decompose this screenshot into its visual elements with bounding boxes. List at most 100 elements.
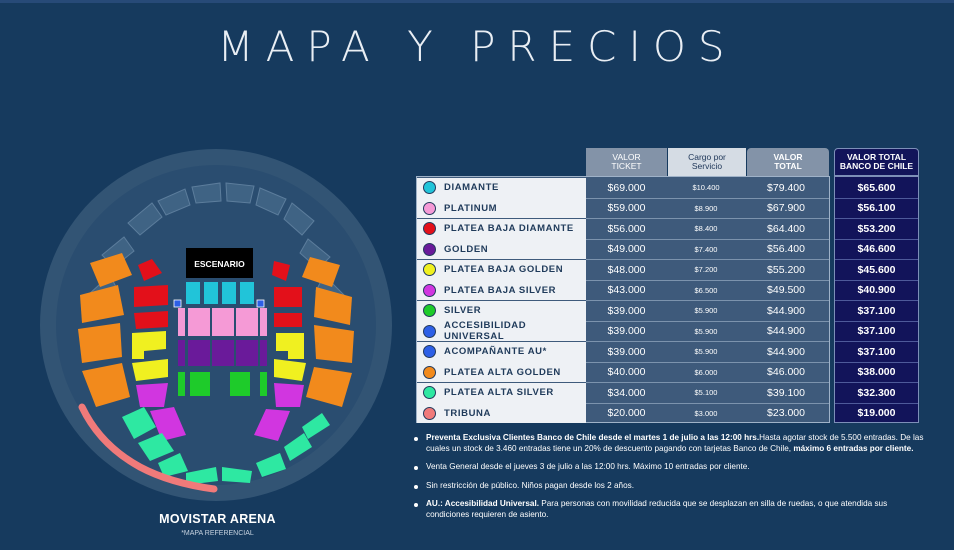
zone-platea-baja-silver[interactable] — [136, 383, 304, 441]
zone-color-dot — [423, 406, 436, 420]
row-separator — [586, 300, 829, 301]
header-banco-chile: VALOR TOTAL BANCO DE CHILE — [834, 148, 919, 176]
header-bch-line2: BANCO DE CHILE — [839, 161, 914, 171]
total-price: $39.100 — [767, 386, 805, 399]
bch-separator — [835, 197, 918, 199]
bch-separator — [835, 238, 918, 240]
zone-name-cell: PLATEA ALTA GOLDEN — [417, 362, 586, 382]
total-price: $55.200 — [767, 263, 805, 276]
zone-name: PLATEA ALTA SILVER — [444, 387, 554, 398]
service-fee: $8.900 — [694, 203, 718, 213]
bch-price: $19.000 — [857, 407, 896, 419]
note-preventa-text: Hasta agotar stock de 5.500 entradas. De… — [426, 433, 924, 453]
bch-separator — [835, 300, 918, 301]
zone-accesibilidad[interactable] — [173, 299, 265, 308]
table-row-golden: GOLDEN $49.000 $7.400 $56.400 — [417, 239, 829, 259]
zone-platea-alta-golden[interactable] — [78, 253, 354, 407]
ticket-price: $49.000 — [607, 243, 646, 255]
bch-separator — [835, 361, 918, 363]
service-fee: $8.400 — [694, 224, 718, 233]
zone-name: PLATEA BAJA SILVER — [444, 284, 557, 296]
service-fee: $6.000 — [694, 367, 718, 377]
zone-color-dot — [423, 242, 436, 256]
note-venta-general: Venta General desde el jueves 3 de julio… — [412, 462, 932, 473]
bch-price: $65.600 — [857, 181, 896, 194]
bch-price: $45.600 — [857, 263, 896, 276]
row-separator — [586, 218, 829, 219]
zone-silver[interactable] — [178, 372, 267, 396]
table-row-platea-alta-silver: PLATEA ALTA SILVER $34.000 $5.100 $39.10… — [417, 382, 829, 403]
ticket-price: $34.000 — [607, 386, 646, 399]
total-price: $44.900 — [767, 325, 805, 337]
zone-name: PLATEA BAJA GOLDEN — [444, 264, 564, 275]
zone-platinum[interactable] — [178, 308, 267, 336]
header-cargo-servicio: Cargo por Servicio — [668, 148, 746, 176]
table-row-platea-baja-golden: PLATEA BAJA GOLDEN $48.000 $7.200 $55.20… — [417, 259, 829, 280]
total-price: $49.500 — [767, 284, 805, 296]
zone-name-cell: ACOMPAÑANTE AU* — [417, 341, 586, 362]
zone-name-cell: PLATEA BAJA GOLDEN — [417, 259, 586, 280]
row-separator — [586, 197, 829, 199]
service-fee: $6.500 — [694, 285, 718, 295]
total-price: $46.000 — [767, 366, 805, 378]
service-fee: $10.400 — [692, 183, 720, 192]
bch-separator — [835, 402, 918, 404]
zone-color-dot — [423, 222, 436, 235]
price-table: DIAMANTE $69.000 $10.400 $79.400 PLATINU… — [416, 176, 830, 423]
ticket-price: $56.000 — [607, 222, 646, 235]
zone-name-cell: TRIBUNA — [417, 403, 586, 423]
arena-map: ESCENARIO — [40, 149, 392, 501]
zone-platea-baja-golden[interactable] — [132, 331, 306, 381]
note-preventa-bold: Preventa Exclusiva Clientes Banco de Chi… — [426, 433, 760, 442]
table-row-accesibilidad-universal: ACCESIBILIDAD UNIVERSAL $39.000 $5.900 $… — [417, 320, 829, 342]
service-fee: $5.900 — [694, 306, 718, 315]
header-valor-ticket-line2: TICKET — [611, 161, 642, 171]
zone-diamante[interactable] — [186, 282, 254, 304]
zone-tribuna[interactable] — [78, 403, 218, 493]
ticket-price: $40.000 — [607, 366, 646, 378]
note-restriccion-text: Sin restricción de público. Niños pagan … — [426, 480, 634, 490]
total-price: $64.400 — [767, 222, 805, 235]
bch-separator — [835, 320, 918, 322]
bch-separator — [835, 218, 918, 219]
banco-chile-column: $65.600 $56.100 $53.200 $46.600 $45.600 … — [834, 176, 919, 423]
note-accesibilidad-bold: AU.: Accesibilidad Universal. — [426, 499, 539, 508]
service-fee: $5.900 — [694, 326, 718, 336]
zone-name-cell: SILVER — [417, 300, 586, 321]
total-price: $44.900 — [767, 304, 805, 317]
zone-golden[interactable] — [178, 340, 267, 366]
ticket-price: $59.000 — [607, 202, 646, 214]
zone-platea-baja-diamante[interactable] — [134, 259, 302, 329]
zone-color-dot — [423, 386, 436, 399]
zone-color-dot — [423, 365, 436, 379]
note-restriccion: Sin restricción de público. Niños pagan … — [412, 481, 932, 492]
page-title: MAPA Y PRECIOS — [217, 22, 737, 71]
bch-price: $46.600 — [857, 243, 896, 255]
total-price: $23.000 — [767, 407, 805, 419]
service-fee: $5.100 — [694, 388, 718, 397]
service-fee: $7.200 — [694, 265, 718, 274]
zone-platea-alta-silver[interactable] — [122, 407, 330, 485]
zone-name: PLATINUM — [444, 202, 498, 214]
table-row-diamante: DIAMANTE $69.000 $10.400 $79.400 — [417, 177, 829, 198]
bch-price: $37.100 — [857, 304, 896, 317]
bch-price: $40.900 — [857, 284, 896, 296]
table-row-platinum: PLATINUM $59.000 $8.900 $67.900 — [417, 198, 829, 218]
bch-price: $32.300 — [857, 386, 896, 399]
bch-separator — [835, 341, 918, 342]
ticket-price: $69.000 — [607, 181, 646, 194]
ticket-price: $39.000 — [607, 345, 646, 358]
top-border — [0, 0, 954, 3]
bch-price: $37.100 — [857, 345, 896, 358]
zone-name: GOLDEN — [444, 243, 489, 255]
ticket-price: $20.000 — [607, 407, 646, 419]
zone-name-cell: GOLDEN — [417, 239, 586, 259]
zone-color-dot — [423, 283, 436, 297]
total-price: $56.400 — [767, 243, 805, 255]
zone-name-cell: DIAMANTE — [417, 177, 586, 198]
row-separator — [586, 320, 829, 322]
bch-separator — [835, 279, 918, 281]
row-separator — [586, 402, 829, 404]
header-valor-ticket: VALOR TICKET — [586, 148, 667, 176]
bch-price: $53.200 — [857, 222, 896, 235]
